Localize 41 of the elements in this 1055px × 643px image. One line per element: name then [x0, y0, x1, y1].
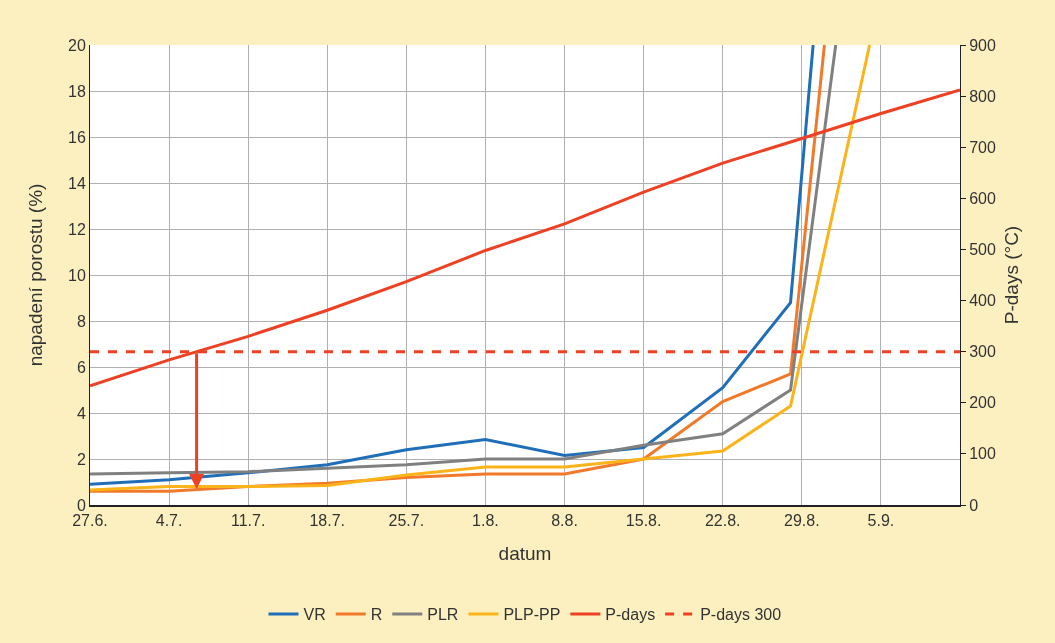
y2-tick-label: 900 — [969, 36, 996, 54]
x-axis-title: datum — [498, 542, 552, 564]
x-tick-label: 5.9. — [867, 512, 895, 530]
y2-tick-label: 0 — [969, 496, 979, 514]
x-tick-label: 22.8. — [704, 512, 741, 530]
y2-tick-label: 800 — [969, 87, 996, 105]
legend-label: P-days — [605, 606, 656, 624]
y-tick-label: 8 — [76, 312, 86, 330]
y-tick-label: 16 — [68, 128, 86, 146]
y2-tick-label: 400 — [969, 292, 996, 310]
x-tick-label: 4.7. — [155, 512, 183, 530]
x-tick-label: 29.8. — [784, 512, 820, 530]
legend-label: PLR — [427, 606, 459, 624]
legend-label: VR — [303, 606, 326, 624]
y2-axis-title: P-days (°C) — [1000, 225, 1022, 325]
y2-tick-label: 700 — [969, 138, 996, 156]
y2-tick-label: 200 — [969, 394, 996, 412]
y-tick-label: 0 — [76, 496, 86, 514]
legend-label: PLP-PP — [503, 606, 561, 624]
x-tick-label: 15.8. — [625, 512, 662, 530]
y2-tick-label: 100 — [969, 445, 996, 463]
y-tick-label: 20 — [68, 36, 86, 54]
y-tick-label: 12 — [68, 220, 86, 238]
y-axis-title: napadení porostu (%) — [25, 183, 46, 367]
x-tick-label: 1.8. — [472, 512, 499, 530]
x-tick-label: 25.7. — [388, 512, 425, 530]
x-tick-label: 18.7. — [309, 512, 346, 530]
x-tick-label: 27.6. — [72, 512, 108, 530]
x-tick-label: 11.7. — [230, 512, 266, 530]
y-tick-label: 4 — [76, 404, 86, 422]
y2-tick-label: 600 — [969, 189, 996, 207]
legend-label: R — [370, 606, 383, 624]
y-tick-label: 2 — [76, 450, 86, 468]
y2-tick-label: 500 — [969, 241, 996, 259]
y-tick-label: 18 — [68, 82, 86, 100]
y2-tick-label: 300 — [969, 343, 996, 361]
y-tick-label: 10 — [68, 266, 86, 284]
y-tick-label: 6 — [76, 358, 86, 376]
legend-label: P-days 300 — [700, 606, 782, 624]
y-tick-label: 14 — [68, 174, 86, 192]
x-tick-label: 8.8. — [551, 512, 578, 530]
